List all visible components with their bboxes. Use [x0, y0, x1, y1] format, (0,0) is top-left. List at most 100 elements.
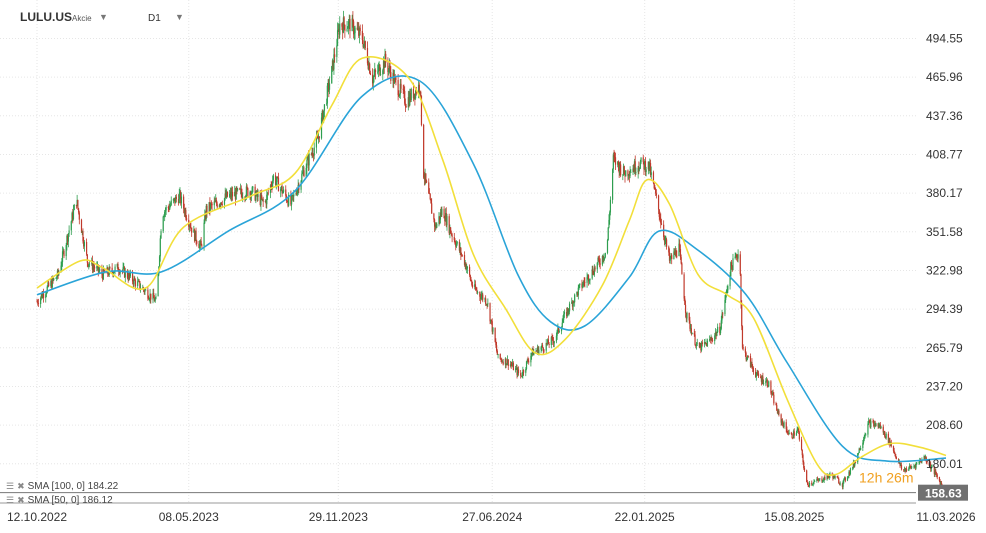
candle-body [291, 196, 293, 205]
candle-body [379, 64, 381, 75]
candle-body [538, 349, 540, 355]
candle-body [440, 212, 442, 215]
candle-body [581, 283, 583, 288]
candle-body [547, 339, 550, 345]
candle-body [191, 227, 193, 233]
candle-body [276, 177, 278, 183]
candle-body [86, 241, 88, 255]
candle-body [167, 207, 169, 208]
candle-body [448, 216, 450, 234]
candle-body [271, 186, 273, 188]
candle-body [836, 475, 838, 478]
candle-body [591, 269, 593, 279]
candle-body [481, 294, 483, 297]
candle-body [127, 277, 129, 280]
candle-body [183, 196, 185, 209]
candle-body [275, 182, 277, 185]
candle-body [606, 240, 609, 253]
candle-body [905, 468, 907, 472]
candle-body [93, 266, 95, 268]
candle-body [320, 117, 323, 139]
candle-body [589, 278, 591, 281]
indicator-sma100[interactable]: ☰ ✖ SMA [100, 0] 184.22 [6, 481, 118, 492]
candle-body [853, 462, 855, 466]
candle-body [353, 21, 355, 35]
timeframe-selector[interactable]: D1 [148, 13, 161, 24]
candle-body [101, 269, 103, 275]
candle-body [619, 164, 621, 173]
candle-body [722, 313, 724, 315]
indicator-close-icon[interactable]: ✖ [17, 481, 25, 491]
indicator-settings-icon[interactable]: ☰ [6, 481, 15, 491]
candle-body [385, 53, 387, 63]
candle-body [915, 463, 917, 468]
candle-body [388, 65, 390, 69]
candle-body [400, 83, 402, 89]
candle-body [680, 257, 682, 264]
candle-body [184, 210, 186, 214]
symbol-dropdown-icon[interactable]: ▼ [99, 12, 108, 22]
candle-body [501, 359, 503, 362]
candle-body [908, 465, 911, 469]
candle-body [792, 431, 795, 438]
candle-body [913, 466, 915, 468]
candle-body [934, 470, 936, 475]
candle-body [763, 383, 765, 384]
candle-body [257, 194, 259, 197]
candle-body [306, 159, 308, 169]
candle-body [751, 361, 753, 367]
candle-body [731, 266, 733, 271]
candle-body [164, 211, 166, 217]
candle-body [719, 326, 721, 334]
candle-body [132, 281, 134, 285]
candle-body [880, 426, 882, 429]
candle-body [75, 204, 77, 206]
candle-body [897, 459, 900, 462]
candle-body [272, 180, 274, 187]
candle-body [839, 483, 841, 485]
candle-body [398, 94, 401, 96]
symbol-title[interactable]: LULU.US [20, 10, 72, 24]
y-tick-label: 465.96 [926, 70, 963, 84]
candle-body [412, 89, 415, 99]
candle-body [665, 239, 667, 241]
candle-body [351, 18, 353, 32]
candle-body [798, 428, 800, 433]
candle-body [499, 354, 501, 359]
candle-body [832, 475, 834, 479]
candle-body [439, 212, 442, 220]
candle-body [695, 343, 698, 347]
timeframe-dropdown-icon[interactable]: ▼ [175, 12, 184, 22]
candle-body [911, 466, 913, 468]
candle-body [331, 66, 333, 84]
candle-body [160, 231, 162, 239]
candle-body [424, 173, 426, 180]
candle-body [296, 192, 298, 195]
candle-body [486, 304, 488, 306]
indicator-close-icon[interactable]: ✖ [17, 495, 25, 505]
candle-body [551, 337, 553, 339]
candle-body [214, 201, 216, 203]
candle-body [767, 385, 769, 387]
candle-body [210, 203, 212, 205]
candle-body [649, 163, 651, 170]
candle-body [584, 282, 586, 283]
candle-body [785, 422, 787, 430]
candle-body [301, 171, 304, 174]
candle-body [690, 328, 692, 335]
indicator-sma50[interactable]: ☰ ✖ SMA [50, 0] 186.12 [6, 495, 113, 506]
candle-body [919, 460, 921, 462]
candle-body [163, 216, 165, 218]
candle-body [873, 422, 875, 427]
candle-body [754, 371, 757, 377]
candle-body [588, 280, 590, 282]
candle-body [628, 175, 630, 177]
candle-body [803, 468, 806, 471]
candle-body [862, 442, 864, 449]
candle-body [336, 30, 339, 46]
candle-body [862, 439, 865, 443]
indicator-settings-icon[interactable]: ☰ [6, 495, 15, 505]
candle-body [705, 342, 707, 344]
candle-body [262, 198, 264, 202]
